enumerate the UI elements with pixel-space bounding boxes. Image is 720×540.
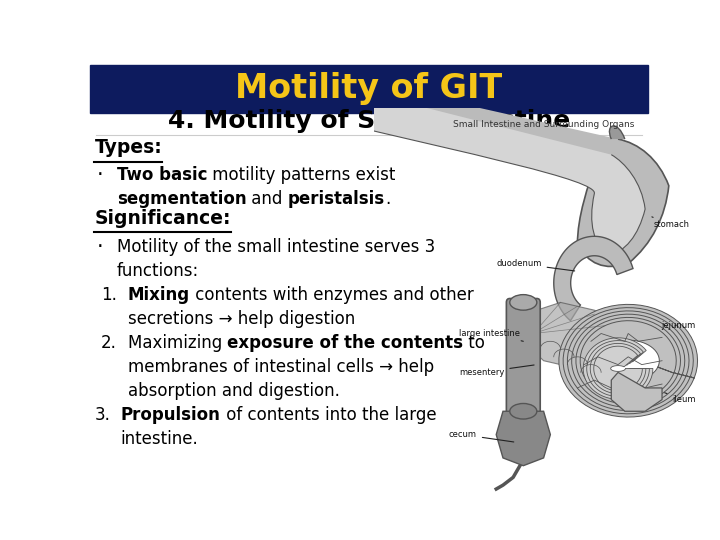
Text: contents with enzymes and other: contents with enzymes and other (190, 286, 474, 303)
Text: absorption and digestion.: absorption and digestion. (128, 382, 340, 400)
Text: 3.: 3. (94, 406, 110, 424)
Text: ileum: ileum (665, 393, 696, 404)
PathPatch shape (0, 139, 669, 540)
Text: to: to (464, 334, 485, 352)
Text: Propulsion: Propulsion (121, 406, 220, 424)
Text: functions:: functions: (117, 261, 199, 280)
Text: duodenum: duodenum (496, 259, 575, 271)
Text: Two basic: Two basic (117, 166, 207, 184)
Text: 4. Motility of Small intestine: 4. Motility of Small intestine (168, 109, 570, 133)
Text: Motility of GIT: Motility of GIT (235, 72, 503, 105)
Text: .: . (385, 190, 390, 208)
FancyBboxPatch shape (506, 299, 540, 415)
Text: Motility of the small intestine serves 3: Motility of the small intestine serves 3 (117, 238, 435, 255)
Polygon shape (523, 302, 618, 368)
Polygon shape (567, 311, 689, 410)
Text: mesentery: mesentery (459, 365, 534, 377)
Text: jejunum: jejunum (662, 321, 696, 330)
Text: segmentation: segmentation (117, 190, 246, 208)
PathPatch shape (0, 154, 645, 540)
Ellipse shape (510, 295, 537, 310)
Polygon shape (587, 341, 649, 396)
Text: of contents into the large: of contents into the large (220, 406, 436, 424)
Text: intestine.: intestine. (121, 430, 199, 448)
Polygon shape (496, 411, 550, 465)
Text: 2.: 2. (101, 334, 117, 352)
Polygon shape (559, 305, 698, 417)
Text: cecum: cecum (449, 430, 514, 442)
Text: large intestine: large intestine (459, 329, 523, 341)
Text: Small Intestine and Surrounding Organs: Small Intestine and Surrounding Organs (453, 120, 634, 129)
Polygon shape (580, 321, 676, 401)
Bar (90, 65, 648, 113)
Polygon shape (583, 338, 653, 399)
Text: Mixing: Mixing (128, 286, 190, 303)
Text: and: and (246, 190, 288, 208)
Text: Significance:: Significance: (94, 209, 231, 228)
Text: Types:: Types: (94, 138, 162, 158)
PathPatch shape (609, 126, 625, 139)
Text: secretions → help digestion: secretions → help digestion (128, 310, 355, 328)
Polygon shape (572, 314, 685, 407)
Polygon shape (590, 343, 646, 394)
Text: Maximizing: Maximizing (128, 334, 228, 352)
Text: motility patterns exist: motility patterns exist (207, 166, 396, 184)
Polygon shape (563, 308, 693, 414)
Polygon shape (576, 318, 680, 404)
Text: ·: · (96, 237, 104, 256)
Text: peristalsis: peristalsis (288, 190, 385, 208)
Text: stomach: stomach (652, 217, 689, 229)
Polygon shape (554, 237, 633, 321)
Text: exposure of the contents: exposure of the contents (228, 334, 464, 352)
Ellipse shape (510, 403, 537, 419)
Text: membranes of intestinal cells → help: membranes of intestinal cells → help (128, 357, 434, 376)
Polygon shape (594, 346, 642, 391)
Polygon shape (611, 373, 662, 411)
Text: ·: · (96, 165, 104, 185)
Text: 1.: 1. (101, 286, 117, 303)
